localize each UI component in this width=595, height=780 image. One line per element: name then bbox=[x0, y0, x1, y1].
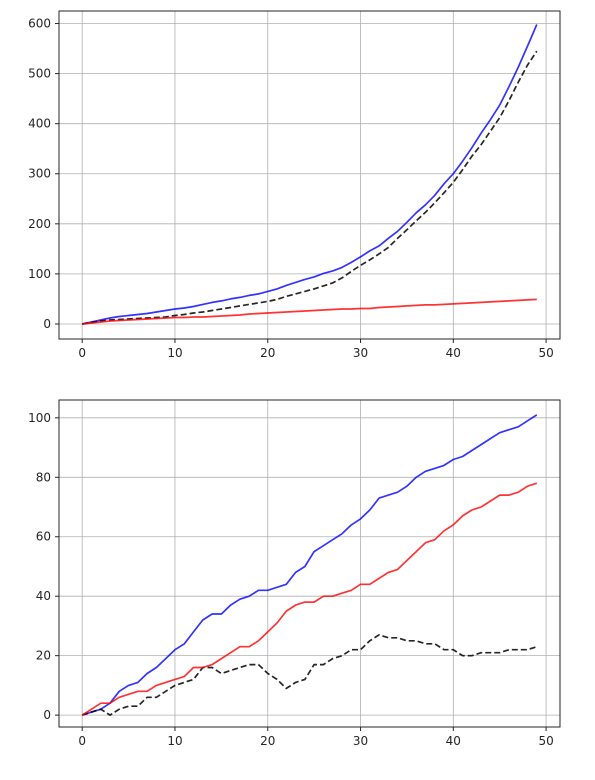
y-tick-label: 100 bbox=[28, 411, 51, 425]
x-tick-label: 50 bbox=[538, 734, 553, 748]
x-tick-label: 0 bbox=[78, 346, 86, 360]
y-tick-label: 600 bbox=[28, 17, 51, 31]
y-tick-label: 0 bbox=[43, 708, 51, 722]
x-tick-label: 30 bbox=[353, 734, 368, 748]
series-line-1 bbox=[81, 414, 538, 716]
x-tick-label: 30 bbox=[353, 346, 368, 360]
x-tick-label: 10 bbox=[167, 734, 182, 748]
y-tick-label: 0 bbox=[43, 317, 51, 331]
x-tick-label: 0 bbox=[78, 734, 86, 748]
y-tick-label: 60 bbox=[36, 530, 51, 544]
series-line-1 bbox=[82, 24, 538, 325]
x-tick-label: 50 bbox=[538, 346, 553, 360]
y-tick-label: 40 bbox=[36, 589, 51, 603]
y-tick-label: 400 bbox=[28, 117, 51, 131]
y-tick-label: 500 bbox=[28, 67, 51, 81]
y-tick-label: 80 bbox=[36, 470, 51, 484]
y-tick-label: 200 bbox=[28, 217, 51, 231]
x-tick-label: 20 bbox=[260, 734, 275, 748]
y-tick-label: 100 bbox=[28, 267, 51, 281]
series-line-2 bbox=[81, 633, 538, 716]
series-line-2 bbox=[82, 50, 538, 325]
series-line-3 bbox=[82, 298, 537, 325]
bottom-chart: 0 10 20 30 40 50 0 20 40 60 80 100 bbox=[28, 399, 561, 748]
plot-frame bbox=[58, 10, 561, 340]
x-tick-label: 10 bbox=[167, 346, 182, 360]
x-tick-label: 40 bbox=[446, 734, 461, 748]
x-tick-label: 40 bbox=[446, 346, 461, 360]
x-tick-label: 20 bbox=[260, 346, 275, 360]
series-line-3 bbox=[81, 482, 538, 716]
plot-frame bbox=[58, 399, 561, 728]
y-tick-label: 20 bbox=[36, 649, 51, 663]
y-tick-label: 300 bbox=[28, 167, 51, 181]
